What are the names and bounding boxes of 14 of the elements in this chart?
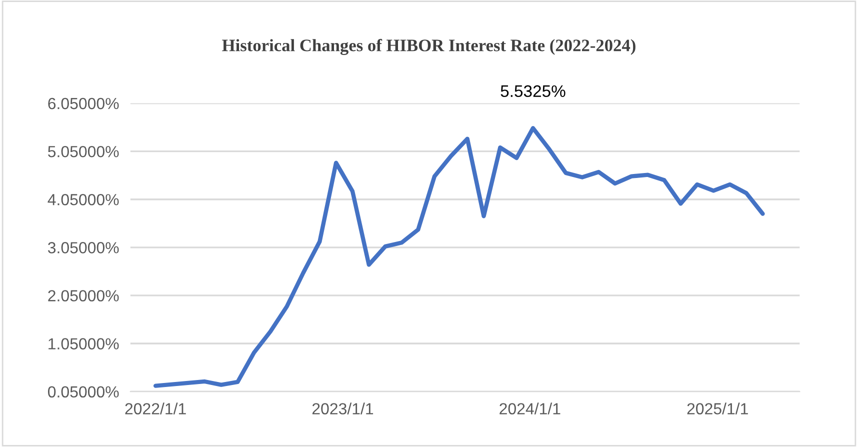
x-tick-label: 2023/1/1 [312, 402, 374, 414]
x-tick-label: 2022/1/1 [125, 402, 186, 414]
y-tick-label: 1.05000% [48, 338, 119, 350]
y-tick-label: 0.05000% [48, 386, 119, 398]
y-tick-label: 6.05000% [48, 98, 119, 110]
x-tick-label: 2024/1/1 [500, 402, 560, 414]
annotation: 5.5325% [500, 85, 566, 98]
y-tick-label: 5.05000% [48, 146, 119, 158]
y-tick-label: 4.05000% [48, 194, 119, 206]
y-tick-label: 3.05000% [48, 242, 119, 254]
chart-title: Historical Changes of HIBOR Interest Rate (2022-2024) [222, 38, 636, 55]
x-tick-label: 2025/1/1 [687, 402, 748, 414]
y-tick-label: 2.05000% [48, 290, 119, 302]
line-series [153, 126, 765, 388]
